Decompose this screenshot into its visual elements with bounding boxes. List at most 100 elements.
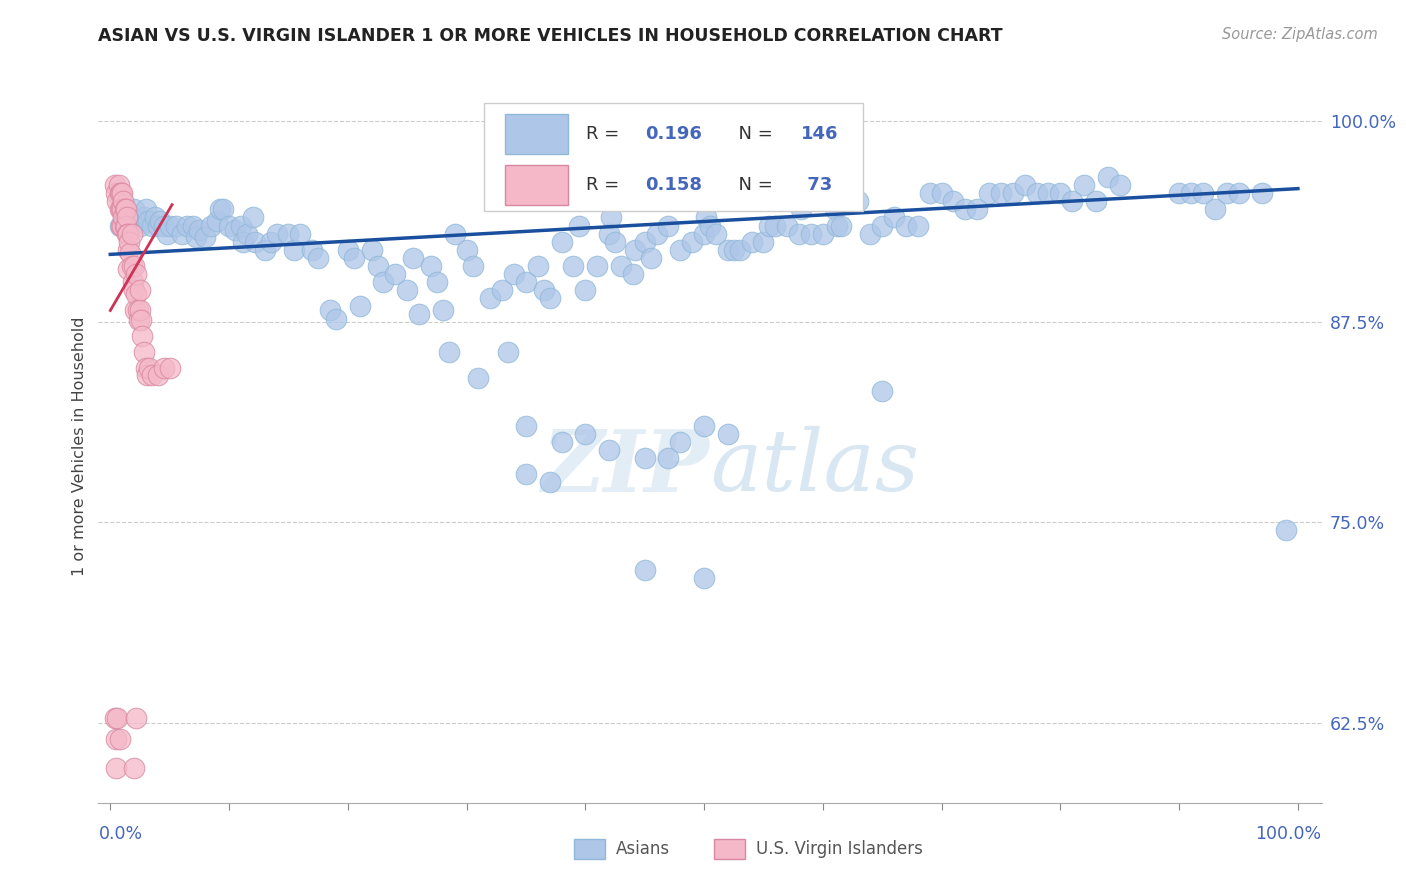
Point (586, 259, 609, 273)
Point (1192, 186, 1215, 201)
Point (105, 760, 128, 774)
Point (131, 329, 153, 343)
Point (1275, 523, 1298, 537)
Point (236, 227, 259, 241)
Point (135, 361, 157, 376)
Point (112, 194, 135, 209)
Point (146, 368, 169, 382)
Point (117, 219, 139, 233)
Point (461, 259, 484, 273)
Text: ASIAN VS U.S. VIRGIN ISLANDER 1 OR MORE VEHICLES IN HOUSEHOLD CORRELATION CHART: ASIAN VS U.S. VIRGIN ISLANDER 1 OR MORE … (98, 27, 1002, 45)
Point (825, 219, 848, 233)
Point (990, 186, 1012, 201)
Point (634, 450, 657, 465)
Point (515, 275, 537, 289)
Point (129, 303, 152, 318)
Point (114, 219, 136, 233)
Point (105, 731, 128, 746)
Point (568, 219, 591, 233)
Point (824, 202, 846, 217)
Point (107, 178, 129, 193)
Point (136, 368, 159, 382)
Point (456, 243, 478, 257)
Point (634, 235, 657, 249)
Point (918, 186, 941, 201)
Point (125, 267, 148, 281)
Point (870, 384, 893, 398)
Point (598, 442, 620, 457)
Point (138, 361, 160, 376)
Point (183, 219, 205, 233)
Point (723, 243, 745, 257)
Point (443, 227, 465, 241)
Point (105, 186, 128, 201)
Point (776, 219, 799, 233)
Point (110, 202, 132, 217)
Point (135, 202, 157, 217)
Point (266, 227, 288, 241)
Point (253, 243, 276, 257)
Point (1001, 186, 1024, 201)
Point (121, 211, 143, 225)
Point (129, 313, 152, 327)
Point (645, 227, 668, 241)
Point (152, 361, 174, 376)
Point (966, 202, 988, 217)
Point (283, 243, 305, 257)
Point (955, 202, 977, 217)
Point (132, 211, 155, 225)
Point (115, 227, 138, 241)
Point (212, 202, 235, 217)
Point (496, 345, 519, 359)
Point (467, 371, 489, 385)
Point (111, 186, 134, 201)
Text: 100.0%: 100.0% (1256, 825, 1322, 843)
Point (114, 202, 136, 217)
Point (360, 243, 382, 257)
Text: 0.0%: 0.0% (98, 825, 142, 843)
Point (491, 283, 513, 297)
Point (224, 223, 246, 237)
Point (141, 368, 163, 382)
Point (384, 267, 406, 281)
Point (117, 227, 139, 241)
Point (717, 427, 740, 442)
Point (307, 251, 329, 265)
Text: 146: 146 (800, 125, 838, 143)
Point (200, 219, 222, 233)
FancyBboxPatch shape (574, 839, 605, 859)
Point (336, 243, 359, 257)
Point (763, 219, 786, 233)
FancyBboxPatch shape (505, 114, 568, 154)
Point (574, 427, 596, 442)
Point (1097, 170, 1119, 185)
Point (420, 259, 443, 273)
Point (640, 251, 662, 265)
Point (1227, 186, 1250, 201)
Point (432, 303, 454, 318)
Point (232, 235, 254, 249)
Point (111, 202, 134, 217)
Text: Asians: Asians (616, 840, 669, 858)
Point (693, 419, 716, 434)
Point (835, 194, 858, 209)
Point (145, 211, 167, 225)
Point (1215, 186, 1237, 201)
Point (437, 345, 460, 359)
Point (538, 475, 561, 489)
Point (229, 219, 252, 233)
Point (129, 283, 152, 297)
Point (1085, 194, 1108, 209)
Point (717, 243, 740, 257)
Point (114, 211, 136, 225)
Point (894, 219, 917, 233)
Point (122, 760, 145, 774)
Point (527, 259, 550, 273)
Point (848, 194, 870, 209)
FancyBboxPatch shape (484, 103, 863, 211)
Point (669, 243, 692, 257)
Point (176, 219, 198, 233)
Point (111, 202, 134, 217)
Point (479, 291, 502, 305)
Point (152, 219, 174, 233)
